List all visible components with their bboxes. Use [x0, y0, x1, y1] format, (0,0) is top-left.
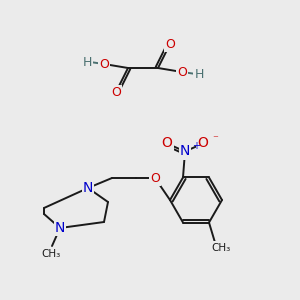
- Text: ⁻: ⁻: [212, 134, 218, 145]
- Text: N: N: [55, 221, 65, 235]
- Text: O: O: [111, 85, 121, 98]
- Text: N: N: [180, 145, 190, 158]
- Text: N: N: [83, 181, 93, 195]
- Text: CH₃: CH₃: [212, 242, 231, 253]
- Text: +: +: [192, 142, 200, 152]
- Text: H: H: [82, 56, 92, 68]
- Text: O: O: [177, 65, 187, 79]
- Text: CH₃: CH₃: [41, 249, 61, 259]
- Text: O: O: [165, 38, 175, 50]
- Text: O: O: [99, 58, 109, 70]
- Text: O: O: [162, 136, 172, 151]
- Text: H: H: [194, 68, 204, 80]
- Text: O: O: [150, 172, 160, 184]
- Text: O: O: [198, 136, 208, 151]
